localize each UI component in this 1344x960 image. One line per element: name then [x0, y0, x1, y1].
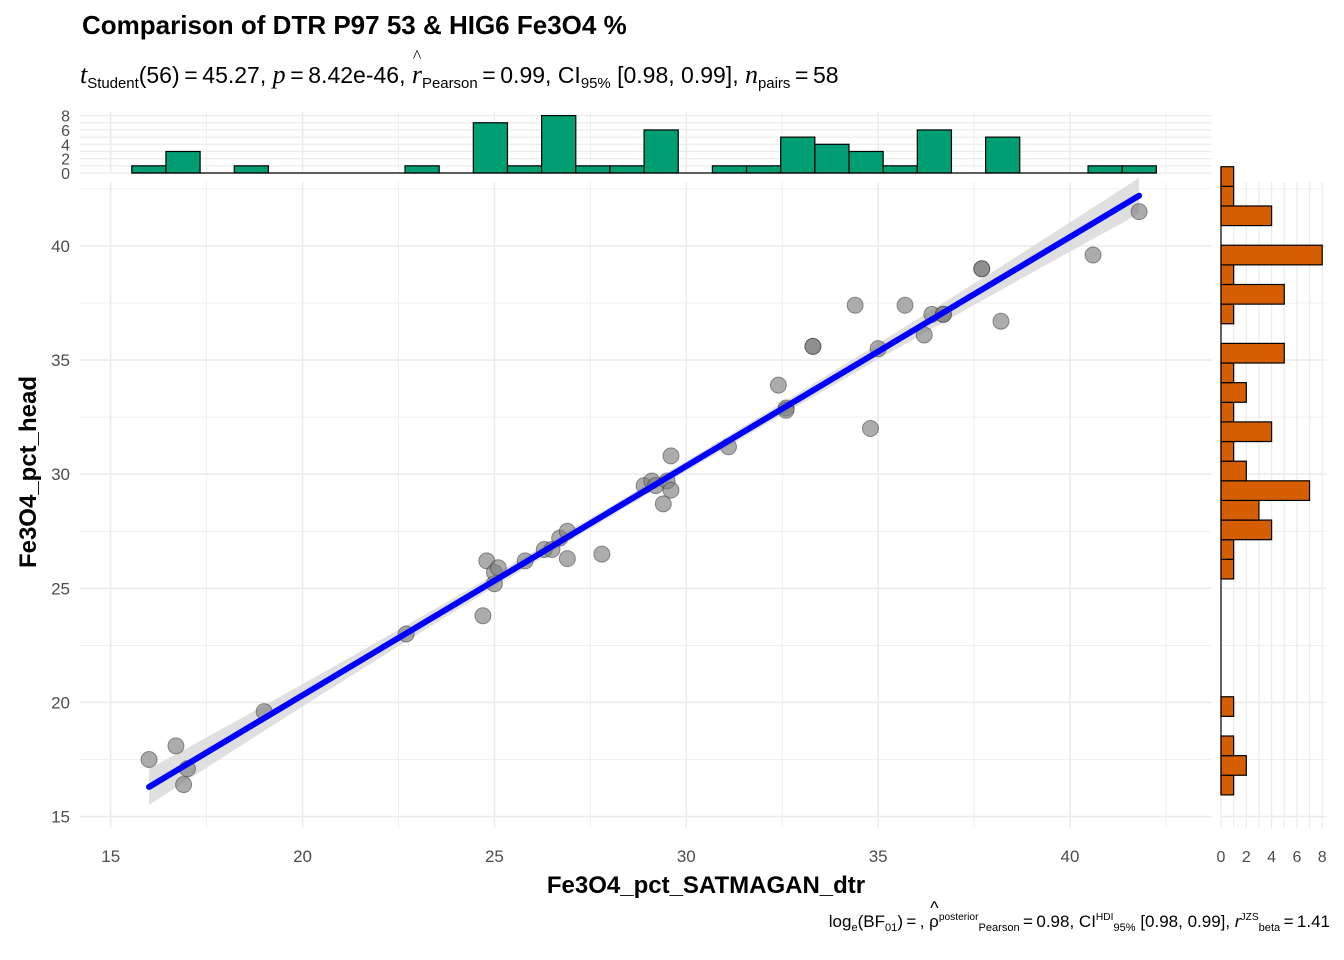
chart-caption: loge(BF01) = , ρposteriorPearson = 0.98,…: [829, 898, 1330, 934]
x-hist-bar: [233, 165, 270, 174]
scatter-point: [896, 296, 914, 314]
scatter-point: [558, 550, 576, 568]
y-hist-bar: [1220, 774, 1235, 796]
scatter-point: [593, 545, 611, 563]
y-hist-bar: [1220, 342, 1285, 364]
y-tick-label: 35: [51, 351, 70, 370]
x-hist-tick-label: 2: [61, 152, 70, 169]
y-hist-bar: [1220, 440, 1235, 462]
x-hist-bar: [131, 165, 167, 174]
scatter-point: [1084, 246, 1102, 264]
y-hist-bar: [1220, 303, 1235, 325]
y-hist-bar: [1220, 499, 1260, 521]
y-hist-bar: [1220, 401, 1235, 423]
chart-subtitle: tStudent(56) = 45.27, p = 8.42e-46, rPea…: [80, 46, 839, 92]
y-hist-bar: [1220, 185, 1235, 207]
scatter-point: [167, 737, 185, 755]
scatter-point: [175, 776, 193, 794]
x-hist-bar: [711, 165, 748, 174]
y-hist-tick-label: 6: [1292, 849, 1301, 866]
x-axis-label: Fe3O4_pct_SATMAGAN_dtr: [547, 872, 865, 899]
scatter-point: [474, 607, 492, 625]
x-hist-bar: [165, 150, 201, 174]
x-hist-bar: [780, 136, 816, 174]
grid-lines: [80, 182, 1212, 828]
scatter-point: [973, 260, 991, 278]
chart-title: Comparison of DTR P97 53 & HIG6 Fe3O4 %: [82, 10, 627, 40]
x-tick-label: 40: [1061, 847, 1080, 866]
y-hist-bar: [1220, 558, 1235, 580]
x-hist-tick-label: 4: [61, 137, 70, 154]
y-tick-label: 15: [51, 808, 70, 827]
scatter-point: [662, 481, 680, 499]
y-tick-label: 30: [51, 465, 70, 484]
x-hist-bar: [472, 122, 509, 174]
x-hist-bar: [404, 165, 440, 174]
y-tick-label: 20: [51, 693, 70, 712]
x-tick-label: 25: [485, 847, 504, 866]
y-tick-label: 40: [51, 237, 70, 256]
y-hist-bar: [1220, 264, 1235, 286]
scatter-point: [662, 447, 680, 465]
x-tick-label: 15: [101, 847, 120, 866]
y-hist-bar: [1220, 755, 1247, 776]
y-hist-tick-label: 4: [1267, 849, 1276, 866]
y-hist-bar: [1220, 166, 1235, 187]
y-hist-tick-label: 8: [1318, 849, 1327, 866]
regression-line: [146, 192, 1143, 790]
scatter-point: [654, 495, 672, 513]
x-hist-bar: [916, 129, 953, 174]
x-tick-label: 30: [677, 847, 696, 866]
x-hist-bar: [541, 114, 577, 174]
y-hist-bar: [1220, 362, 1235, 384]
x-hist-bar: [609, 165, 645, 174]
axis-ticks: 15 20 25 30 35 40 15 20 25 30 35 40: [51, 237, 1079, 866]
x-hist-tick-label: 0: [61, 166, 70, 183]
x-hist-bar: [814, 143, 850, 174]
y-hist-bar: [1220, 696, 1235, 717]
scatter-point: [804, 337, 822, 355]
x-hist-bar: [882, 165, 918, 174]
regression-line-group: [146, 192, 1143, 790]
y-hist-bar: [1220, 205, 1273, 227]
y-hist-bar: [1220, 480, 1311, 502]
scatter-point: [769, 376, 787, 394]
y-hist-bar: [1220, 735, 1235, 757]
x-tick-label: 35: [869, 847, 888, 866]
x-hist-tick-label: 8: [61, 109, 70, 126]
y-hist-bar: [1220, 382, 1247, 403]
y-hist-bar: [1220, 539, 1235, 560]
y-hist-bar: [1220, 283, 1285, 305]
x-hist-bar: [1121, 165, 1157, 174]
scatter-point: [140, 751, 158, 769]
x-hist-bar: [506, 165, 543, 174]
y-hist-tick-label: 0: [1217, 849, 1226, 866]
x-hist-tick-label: 6: [61, 123, 70, 140]
scatter-point: [846, 296, 864, 314]
x-tick-label: 20: [293, 847, 312, 866]
x-hist-bar: [745, 165, 782, 174]
y-tick-label: 25: [51, 579, 70, 598]
y-hist-bar: [1220, 519, 1273, 541]
y-hist-bar: [1220, 244, 1323, 266]
x-hist-bar: [643, 129, 679, 174]
x-hist-bar: [1087, 165, 1123, 174]
x-hist-bar: [848, 150, 884, 174]
scatter-point: [861, 420, 879, 438]
y-axis-label: Fe3O4_pct_head: [15, 376, 42, 568]
x-hist-bar: [984, 136, 1021, 174]
y-hist-bar: [1220, 460, 1247, 482]
x-hist-bar: [575, 165, 611, 174]
y-hist-bar: [1220, 421, 1273, 443]
scatter-point: [992, 312, 1010, 330]
y-hist-tick-label: 2: [1242, 849, 1251, 866]
scatter-point: [1130, 203, 1148, 221]
